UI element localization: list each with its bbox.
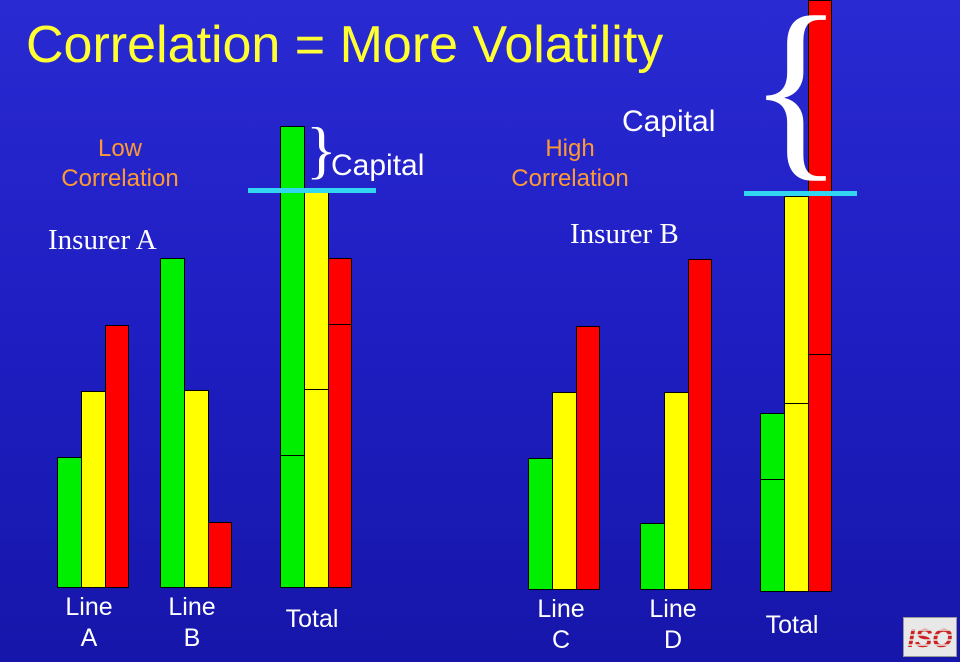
total-a-capital-label: Capital	[331, 149, 425, 182]
line-b-yellow-bar	[184, 390, 209, 588]
insurer-b-label: Insurer B	[570, 218, 679, 250]
total-a-capital-brace: }	[306, 114, 337, 185]
total-b-label: Total	[765, 611, 819, 639]
line-b-red-bar	[208, 522, 232, 588]
line-d-label: Line D	[628, 594, 718, 657]
total-a-capital-line	[248, 188, 376, 193]
line-a-label-line1: Line	[65, 593, 113, 621]
line-c-red-bar	[576, 326, 600, 590]
high-correlation-label: High Correlation	[490, 134, 650, 194]
total-a-green-upper-segment	[280, 126, 305, 456]
high-correlation-line1: High	[545, 135, 595, 162]
total-b-red-upper-segment	[808, 0, 832, 355]
total-a-red-upper-segment	[328, 258, 352, 325]
line-c-yellow-bar	[552, 392, 577, 590]
line-b-green-bar	[160, 258, 185, 588]
total-a-label: Total	[285, 605, 339, 633]
line-a-red-bar	[105, 325, 129, 588]
low-correlation-line1: Low	[97, 135, 143, 162]
line-b-label-line2: B	[183, 624, 201, 653]
total-a-yellow-upper-segment	[304, 192, 329, 390]
low-correlation-label: Low Correlation	[40, 134, 200, 194]
total-b-red-lower-segment	[808, 354, 832, 592]
line-a-label: Line A	[44, 592, 134, 655]
insurer-a-label: Insurer A	[48, 224, 157, 256]
total-b-yellow-upper-segment	[784, 196, 809, 404]
slide-title: Correlation = More Volatility	[26, 16, 664, 74]
total-a-yellow-lower-segment	[304, 389, 329, 588]
total-a-red-lower-segment	[328, 324, 352, 588]
line-b-label-line1: Line	[168, 593, 216, 621]
iso-logo: ISO	[903, 617, 957, 657]
line-d-label-line2: D	[663, 626, 683, 655]
line-c-label: Line C	[516, 594, 606, 657]
low-correlation-line2: Correlation	[61, 165, 179, 192]
total-b-yellow-lower-segment	[784, 403, 809, 592]
line-a-yellow-bar	[81, 391, 106, 588]
line-b-label: Line B	[147, 592, 237, 655]
line-d-red-bar	[688, 259, 712, 590]
total-b-capital-label: Capital	[622, 105, 716, 138]
total-a-green-lower-segment	[280, 455, 305, 588]
high-correlation-line2: Correlation	[511, 165, 629, 192]
line-a-label-line2: A	[80, 624, 98, 653]
line-a-green-bar	[57, 457, 82, 588]
line-c-green-bar	[528, 458, 553, 590]
line-d-green-bar	[640, 523, 665, 590]
total-b-capital-brace: {	[748, 0, 844, 198]
line-d-label-line1: Line	[649, 595, 697, 623]
line-d-yellow-bar	[664, 392, 689, 590]
line-c-label-line2: C	[551, 626, 571, 655]
total-b-green-upper-segment	[760, 413, 785, 480]
iso-logo-mark: ISO	[907, 623, 953, 653]
line-c-label-line1: Line	[537, 595, 585, 623]
svg-text:ISO: ISO	[908, 623, 953, 653]
total-b-green-lower-segment	[760, 479, 785, 592]
total-b-capital-line	[744, 191, 857, 196]
